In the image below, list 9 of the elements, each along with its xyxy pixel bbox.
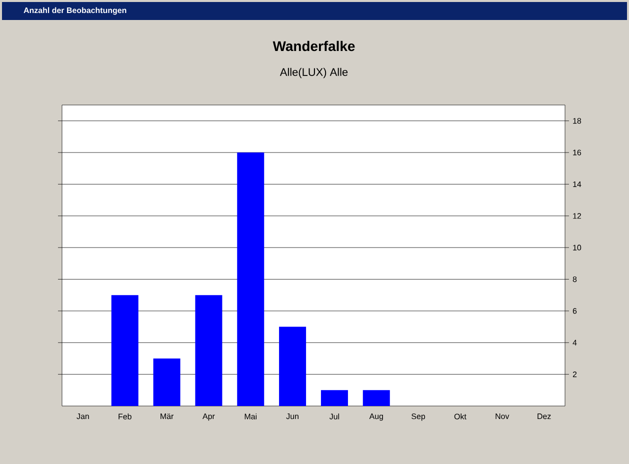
- chart-title: Wanderfalke: [272, 40, 355, 52]
- bar: [153, 358, 180, 406]
- bar: [237, 152, 264, 406]
- bar: [279, 326, 306, 406]
- bar: [320, 390, 348, 406]
- chart-subtitle: Alle(LUX) Alle: [280, 68, 348, 78]
- bar: [362, 390, 390, 406]
- bar: [111, 295, 138, 406]
- bar: [195, 295, 222, 406]
